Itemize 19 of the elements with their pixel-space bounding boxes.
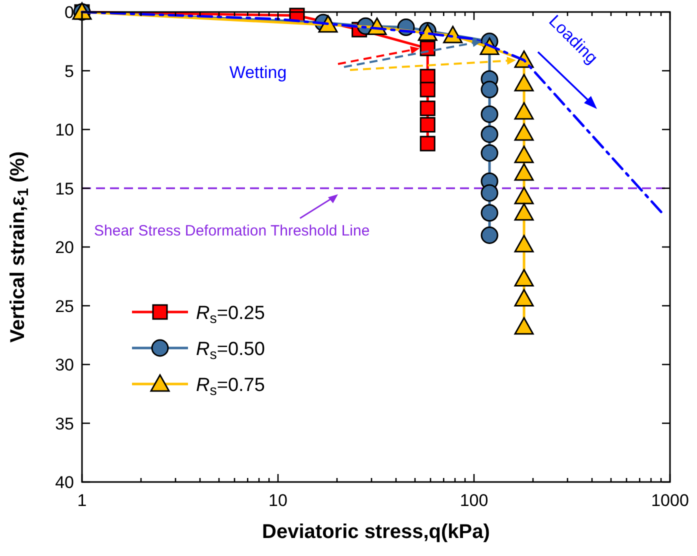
x-tick-label: 1000 xyxy=(651,491,689,510)
y-tick-label: 30 xyxy=(55,356,74,374)
x-tick-label: 10 xyxy=(268,491,288,510)
legend-label: R$_{s}$=0.25 xyxy=(196,303,265,326)
y-tick-label: 25 xyxy=(55,296,74,316)
y-tick-label: 35 xyxy=(55,414,74,434)
x-tick-label: 100 xyxy=(460,491,488,510)
y-tick-label: 20 xyxy=(55,238,74,257)
legend-label: R$_{s}$=0.75 xyxy=(196,375,265,398)
y-tick-label: 0 xyxy=(64,3,74,22)
annotation: Wetting xyxy=(229,63,287,82)
ref-line-label: Shear Stress Deformation Threshold Line xyxy=(94,222,370,240)
y-tick-label: 15 xyxy=(55,179,74,198)
y-tick-label: 5 xyxy=(64,62,74,81)
legend-label: R$_{s}$=0.50 xyxy=(196,339,265,362)
y-tick-label: 10 xyxy=(55,120,74,140)
x-tick-label: 1 xyxy=(77,491,87,510)
y-tick-label: 40 xyxy=(55,473,74,492)
x-axis-title: Deviatoric stress,q(kPa) xyxy=(262,521,490,543)
